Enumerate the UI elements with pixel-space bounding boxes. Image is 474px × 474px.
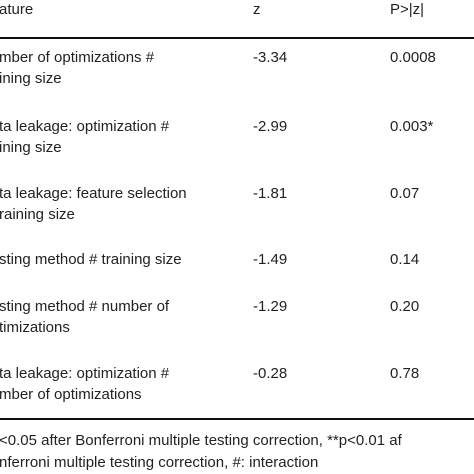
p-value: 0.0008 [390, 49, 436, 66]
p-value: 0.003* [390, 118, 434, 135]
feature-text: sting method # number of [0, 298, 170, 315]
footnote: <0.05 after Bonferroni multiple testing … [0, 432, 402, 449]
column-header: z [253, 1, 261, 18]
feature-text: ining size [0, 139, 62, 156]
feature-text: ta leakage: optimization # [0, 365, 170, 382]
feature-text: ta leakage: optimization # [0, 118, 170, 135]
footnote: nferroni multiple testing correction, #:… [0, 454, 319, 471]
z-value: -3.34 [253, 49, 288, 66]
feature-text: timizations [0, 319, 70, 336]
z-value: -1.49 [253, 251, 288, 268]
feature-text: mber of optimizations [0, 386, 142, 403]
column-header: P>|z| [390, 1, 425, 18]
feature-text: sting method # training size [0, 251, 182, 268]
feature-text: mber of optimizations # [0, 49, 155, 66]
z-value: -2.99 [253, 118, 288, 135]
p-value: 0.07 [390, 185, 420, 202]
p-value: 0.20 [390, 298, 420, 315]
feature-text: raining size [0, 206, 75, 223]
feature-text: ining size [0, 70, 62, 87]
column-header: ature [0, 1, 34, 18]
bottom-rule [0, 418, 474, 420]
header-rule [0, 37, 474, 39]
feature-text: ta leakage: feature selection [0, 185, 187, 202]
z-value: -0.28 [253, 365, 288, 382]
p-value: 0.14 [390, 251, 420, 268]
z-value: -1.81 [253, 185, 288, 202]
z-value: -1.29 [253, 298, 288, 315]
p-value: 0.78 [390, 365, 420, 382]
